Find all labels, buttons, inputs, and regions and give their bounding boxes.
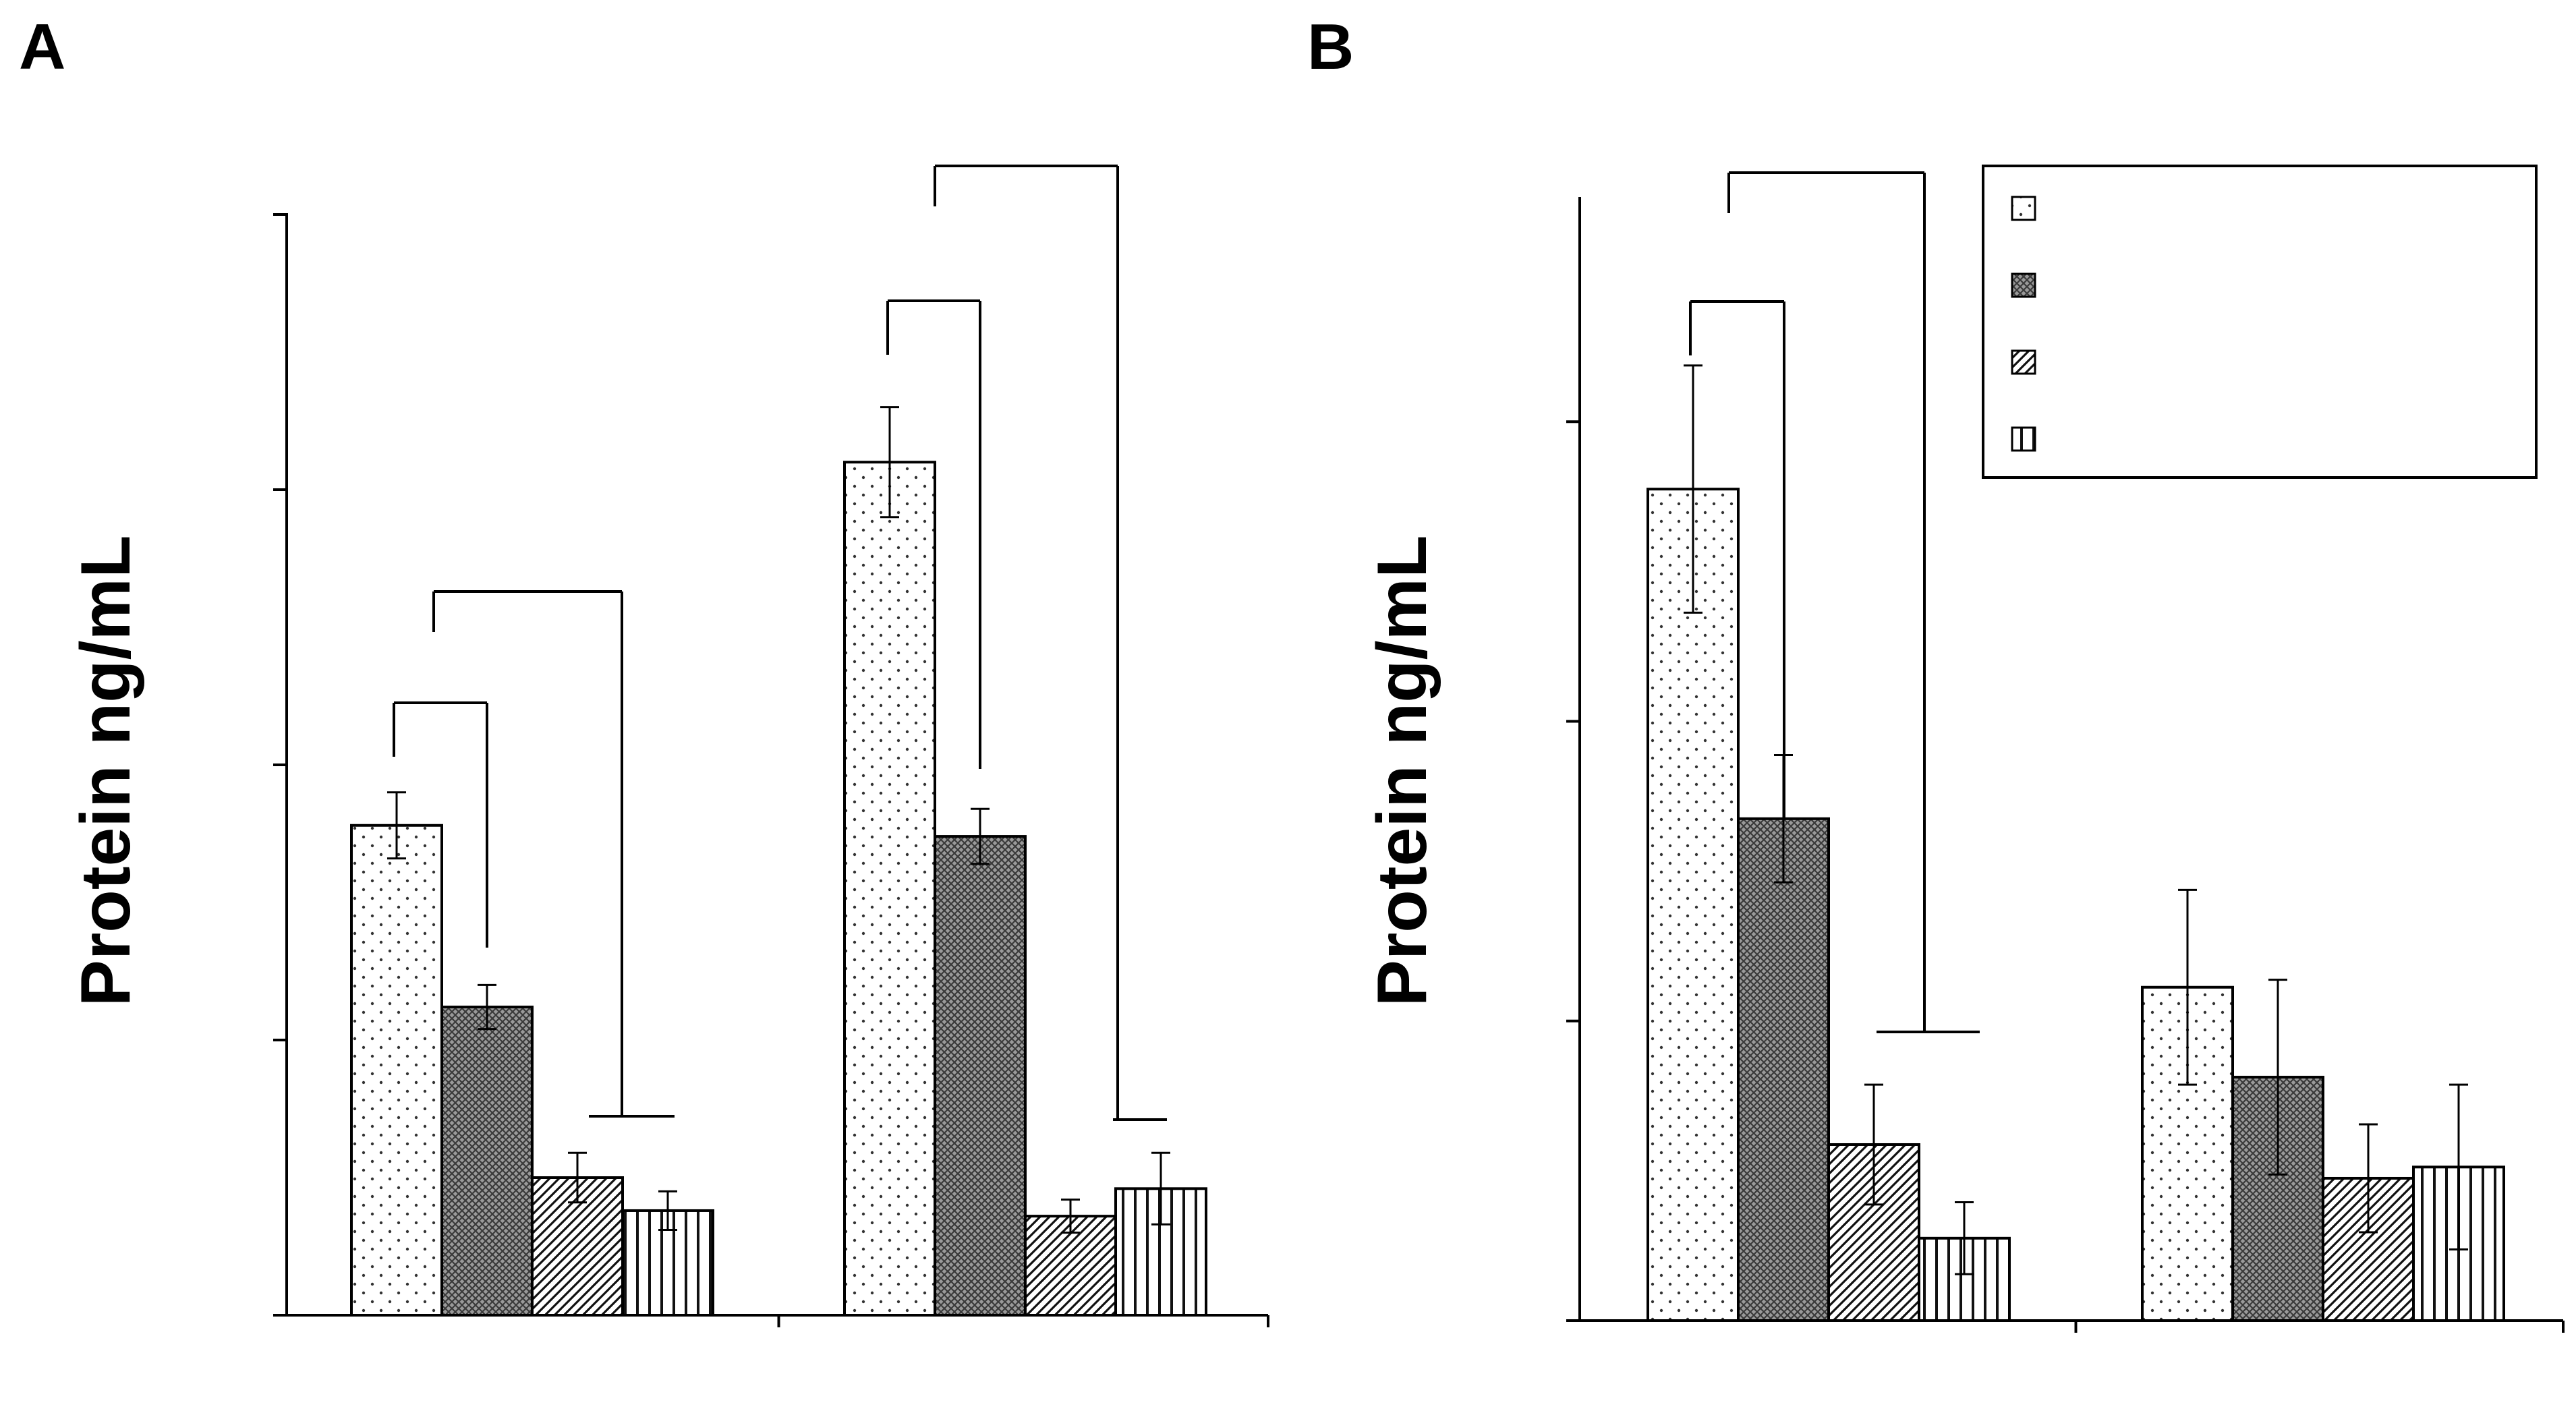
bar-crosshatch: [440, 1006, 534, 1317]
legend-swatch-vertical: [2011, 426, 2036, 452]
panel-b-y-axis-title: Protein ng/mL: [1363, 535, 1441, 1006]
panel-b-label: B: [1307, 11, 1354, 83]
panel-a-label: A: [19, 11, 65, 83]
panel-a-significance: [393, 165, 1167, 1121]
panel-b-bars: [1647, 364, 2505, 1323]
panel-a-bars: [350, 406, 1207, 1317]
bar-dots: [843, 461, 936, 1317]
legend-swatch-dots: [2011, 196, 2036, 221]
panel-a: A Protein ng/mL: [19, 11, 1269, 1327]
legend-swatch-diagonal: [2011, 349, 2036, 375]
panel-b-legend: [1982, 165, 2538, 479]
bar-crosshatch: [1737, 817, 1830, 1323]
panel-a-y-axis-title: Protein ng/mL: [67, 535, 145, 1006]
panel-b: B Protein ng/mL: [1307, 11, 2565, 1333]
legend-box: [1982, 165, 2538, 479]
legend-swatch-crosshatch: [2011, 272, 2036, 298]
bar-dots: [1647, 488, 1740, 1322]
bar-dots: [350, 824, 443, 1317]
bar-crosshatch: [934, 835, 1027, 1317]
panel-b-significance: [1689, 171, 1980, 1033]
